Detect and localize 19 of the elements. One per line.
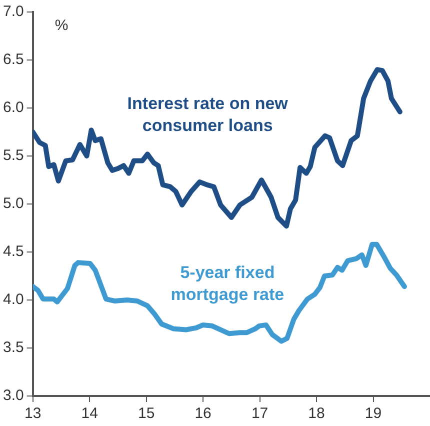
y-tick-label: 6.5 <box>2 51 24 68</box>
y-tick-label: 6.0 <box>2 99 24 116</box>
y-tick-label: 4.5 <box>2 243 24 260</box>
y-tick-label: 3.5 <box>2 339 24 356</box>
x-tick-label: 17 <box>251 405 268 422</box>
y-tick-label: 3.0 <box>2 387 24 404</box>
y-tick-label: 4.0 <box>2 291 24 308</box>
x-tick-label: 16 <box>194 405 212 422</box>
y-tick-label: 5.5 <box>2 147 24 164</box>
y-tick-label: 7.0 <box>2 3 24 20</box>
x-tick-label: 19 <box>364 405 382 422</box>
x-tick-label: 14 <box>81 405 98 422</box>
x-tick-label: 13 <box>24 405 42 422</box>
x-tick-label: 15 <box>138 405 155 422</box>
x-tick-label: 18 <box>308 405 325 422</box>
series-label: Interest rate on new consumer loans <box>127 94 289 135</box>
y-tick-label: 5.0 <box>2 195 24 212</box>
y-axis-title: % <box>54 17 68 34</box>
series-label: 5-year fixed mortgage rate <box>170 262 284 304</box>
